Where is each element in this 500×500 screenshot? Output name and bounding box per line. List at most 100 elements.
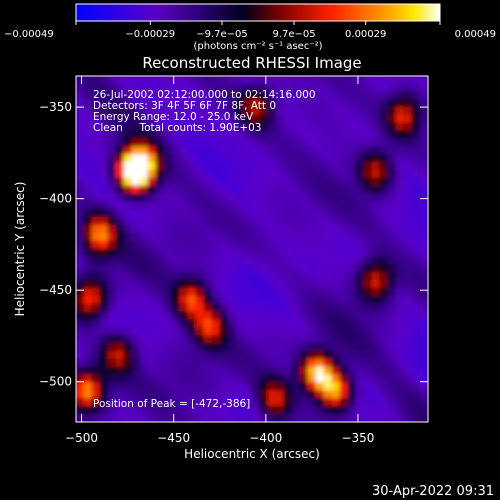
heatmap-cell <box>323 264 333 274</box>
heatmap-cell <box>259 405 269 415</box>
heatmap-cell <box>323 83 333 93</box>
heatmap-cell <box>155 217 165 226</box>
heatmap-cell <box>76 350 85 360</box>
heatmap-cell <box>315 350 325 360</box>
heatmap-cell <box>219 224 229 234</box>
heatmap-cell <box>371 232 381 242</box>
heatmap-cell <box>227 232 237 242</box>
heatmap-cell <box>243 295 253 305</box>
heatmap-cell <box>211 248 221 258</box>
heatmap-cell <box>307 335 317 344</box>
heatmap-cell <box>203 311 213 321</box>
heatmap-cell <box>267 91 277 101</box>
heatmap-cell <box>107 256 117 266</box>
heatmap-cell <box>195 342 205 352</box>
heatmap-cell <box>251 413 261 422</box>
heatmap-cell <box>179 256 189 266</box>
heatmap-cell <box>347 279 357 289</box>
heatmap-cell <box>299 303 309 313</box>
heatmap-cell <box>179 154 189 163</box>
heatmap-cell <box>171 382 181 392</box>
heatmap-cell <box>83 177 93 187</box>
heatmap-cell <box>83 154 93 163</box>
heatmap-cell <box>267 76 277 85</box>
heatmap-cell <box>275 209 285 219</box>
heatmap-cell <box>411 232 421 242</box>
heatmap-cell <box>299 279 309 289</box>
heatmap-cell <box>283 342 293 352</box>
heatmap-cell <box>419 405 428 415</box>
heatmap-cell <box>355 185 365 195</box>
heatmap-cell <box>339 350 349 360</box>
heatmap-cell <box>315 319 325 329</box>
heatmap-cell <box>76 185 85 195</box>
heatmap-cell <box>155 99 165 108</box>
heatmap-cell <box>227 397 237 407</box>
heatmap-cell <box>299 287 309 297</box>
heatmap-cell <box>331 413 341 422</box>
heatmap-cell <box>283 374 293 384</box>
heatmap-cell <box>355 358 365 368</box>
heatmap-cell <box>379 99 389 108</box>
heatmap-cell <box>179 342 189 352</box>
heatmap-cell <box>131 106 141 116</box>
heatmap-cell <box>195 76 205 85</box>
heatmap-cell <box>419 217 428 226</box>
heatmap-cell <box>251 224 261 234</box>
heatmap-cell <box>163 240 173 250</box>
heatmap-cell <box>123 232 133 242</box>
heatmap-cell <box>323 335 333 344</box>
heatmap-cell <box>283 130 293 140</box>
heatmap-cell <box>203 138 213 148</box>
heatmap-cell <box>235 287 245 297</box>
colorbar-tick-label: −0.00049 <box>4 29 54 40</box>
heatmap-cell <box>371 122 381 132</box>
heatmap-cell <box>411 295 421 305</box>
heatmap-cell <box>147 374 157 384</box>
heatmap-cell <box>195 319 205 329</box>
heatmap-cell <box>107 91 117 101</box>
heatmap-cell <box>411 374 421 384</box>
heatmap-cell <box>171 232 181 242</box>
heatmap-cell <box>195 397 205 407</box>
heatmap-cell <box>91 311 101 321</box>
heatmap-cell <box>403 264 413 274</box>
heatmap-cell <box>76 114 85 124</box>
heatmap-cell <box>379 138 389 148</box>
heatmap-cell <box>403 240 413 250</box>
heatmap-cell <box>387 272 397 281</box>
heatmap-cell <box>211 390 221 399</box>
heatmap-cell <box>315 146 325 156</box>
heatmap-cell <box>331 114 341 124</box>
heatmap-cell <box>83 209 93 219</box>
heatmap-cell <box>275 99 285 108</box>
heatmap-cell <box>115 224 125 234</box>
heatmap-cell <box>395 374 405 384</box>
heatmap-cell <box>371 240 381 250</box>
heatmap-cell <box>267 201 277 211</box>
heatmap-cell <box>91 122 101 132</box>
heatmap-cell <box>267 177 277 187</box>
heatmap-cell <box>363 366 373 376</box>
heatmap-cell <box>235 224 245 234</box>
heatmap-cell <box>203 366 213 376</box>
heatmap-cell <box>107 350 117 360</box>
heatmap-cell <box>187 76 197 85</box>
heatmap-cell <box>355 217 365 226</box>
heatmap-cell <box>347 335 357 344</box>
heatmap-cell <box>131 279 141 289</box>
heatmap-cell <box>355 311 365 321</box>
heatmap-cell <box>331 177 341 187</box>
heatmap-cell <box>203 279 213 289</box>
heatmap-cell <box>331 295 341 305</box>
heatmap-cell <box>339 177 349 187</box>
heatmap-cell <box>331 209 341 219</box>
heatmap-cell <box>179 177 189 187</box>
heatmap-cell <box>227 83 237 93</box>
heatmap-cell <box>259 83 269 93</box>
heatmap-cell <box>251 130 261 140</box>
heatmap-cell <box>291 295 301 305</box>
heatmap-cell <box>179 193 189 203</box>
heatmap-cell <box>107 287 117 297</box>
heatmap-cell <box>83 224 93 234</box>
